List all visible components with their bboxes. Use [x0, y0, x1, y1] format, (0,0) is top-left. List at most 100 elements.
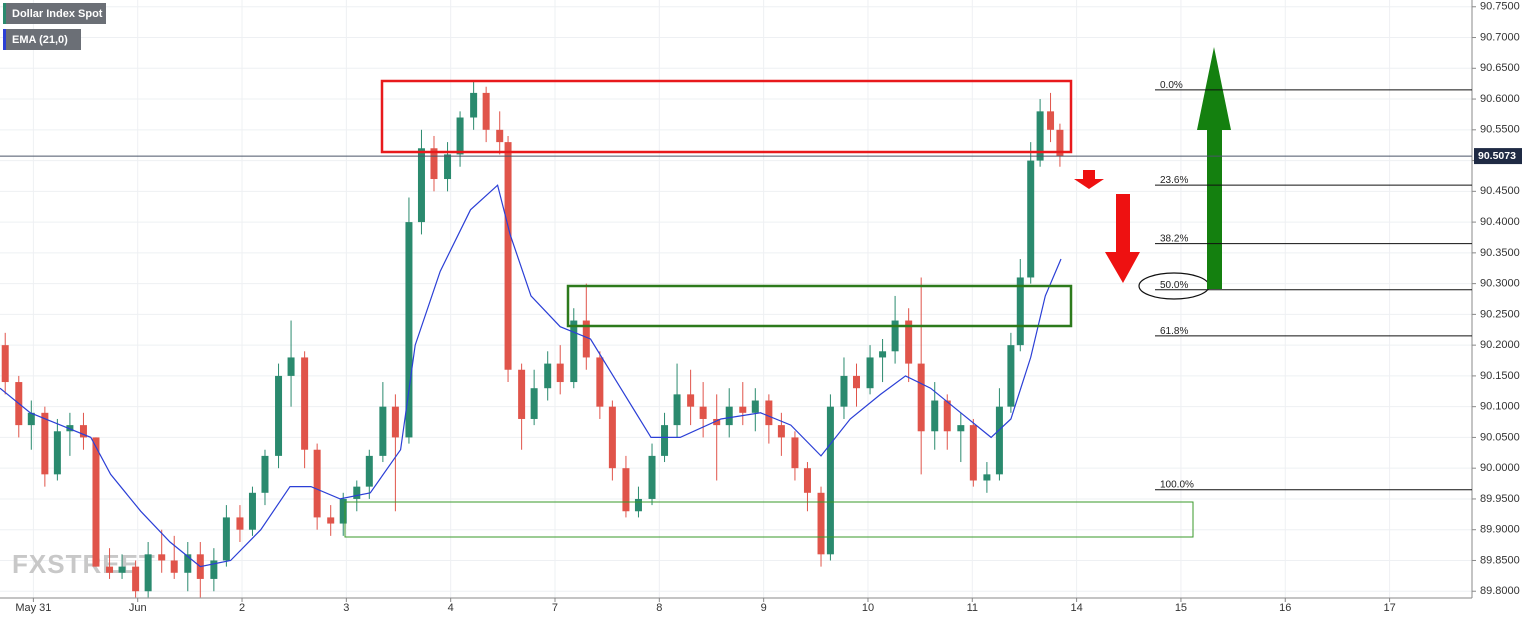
candle-body	[1016, 277, 1024, 346]
candle-body	[248, 492, 256, 530]
candle-body	[544, 363, 552, 389]
candle-body	[53, 431, 61, 475]
candle-body	[287, 357, 295, 376]
candle-body	[261, 455, 269, 493]
candle-body	[405, 222, 413, 438]
candle-body	[879, 351, 887, 358]
marks-group	[0, 80, 1064, 598]
x-tick-label: 17	[1383, 602, 1395, 614]
plot-background	[0, 0, 1472, 598]
candle-body	[79, 425, 87, 438]
candle-body	[158, 554, 166, 561]
y-tick-label: 89.9000	[1480, 524, 1520, 536]
candle-body	[504, 142, 512, 370]
candle-body	[301, 357, 309, 450]
candle-body	[144, 554, 152, 592]
y-tick-label: 90.6000	[1480, 93, 1520, 105]
y-tick-label: 89.8000	[1480, 585, 1520, 597]
y-tick-label: 90.7500	[1480, 1, 1520, 13]
candle-body	[739, 406, 747, 413]
candle-body	[905, 320, 913, 364]
arrow-up	[1197, 47, 1231, 289]
x-tick-label: 3	[343, 602, 349, 614]
y-tick-label: 89.8500	[1480, 554, 1520, 566]
candle-body	[596, 357, 604, 407]
x-tick-label: 8	[656, 602, 662, 614]
candle-body	[379, 406, 387, 456]
candle-body	[327, 517, 335, 524]
y-tick-label: 89.9500	[1480, 493, 1520, 505]
candle-body	[943, 400, 951, 432]
candle-body	[648, 455, 656, 499]
y-tick-label: 90.3500	[1480, 247, 1520, 259]
candle-body	[817, 492, 825, 555]
arrow-down-large	[1105, 194, 1140, 283]
candle-body	[852, 375, 860, 389]
fib-label: 100.0%	[1160, 480, 1194, 491]
fib-label: 50.0%	[1160, 280, 1188, 291]
candle-body	[66, 425, 74, 432]
candle-body	[275, 375, 283, 456]
candle-body	[1007, 345, 1015, 407]
legend-swatch	[3, 29, 6, 50]
candle-body	[840, 375, 848, 407]
candle-body	[713, 418, 721, 426]
candle-body	[957, 425, 965, 432]
candle-body	[608, 406, 616, 469]
legend-title: Dollar Index Spot	[12, 8, 103, 20]
x-tick-label: 15	[1175, 602, 1187, 614]
y-tick-label: 90.2500	[1480, 308, 1520, 320]
y-tick-label: 90.6500	[1480, 62, 1520, 74]
candle-body	[622, 468, 630, 512]
x-tick-label: 4	[448, 602, 454, 614]
fib-label: 38.2%	[1160, 234, 1188, 245]
y-tick-label: 90.3000	[1480, 278, 1520, 290]
candle-body	[556, 363, 564, 383]
candle-body	[482, 92, 490, 130]
candle-body	[725, 406, 733, 426]
x-tick-label: Jun	[129, 602, 147, 614]
candle-body	[365, 455, 373, 487]
candle-body	[1056, 129, 1064, 157]
candle-body	[661, 425, 669, 456]
legend-box	[3, 29, 81, 50]
candle-body	[582, 320, 590, 358]
x-tick-label: 16	[1279, 602, 1291, 614]
support-zone	[566, 284, 1073, 328]
candle-body	[222, 517, 230, 561]
x-tick-label: 14	[1070, 602, 1082, 614]
legend-box	[3, 3, 106, 24]
resistance-zone	[380, 79, 1073, 154]
x-tick-label: 2	[239, 602, 245, 614]
candle-body	[891, 320, 899, 352]
last-price-box	[1474, 148, 1522, 165]
legend-entry: EMA (21,0)	[12, 34, 68, 46]
candle-body	[983, 474, 991, 481]
candle-body	[444, 154, 452, 180]
candle-body	[353, 486, 361, 499]
candle-body	[765, 400, 773, 426]
arrow-down-small	[1074, 170, 1104, 189]
candle-body	[803, 468, 811, 493]
y-tick-label: 90.4500	[1480, 185, 1520, 197]
candle-body	[687, 394, 695, 407]
y-tick-label: 90.1500	[1480, 370, 1520, 382]
candle-body	[417, 148, 425, 223]
fib-label: 61.8%	[1160, 326, 1188, 337]
x-tick-label: 9	[761, 602, 767, 614]
candle-body	[1036, 111, 1044, 161]
candle-body	[969, 425, 977, 481]
watermark: FXSTREET	[12, 549, 156, 579]
candle-body	[92, 437, 100, 567]
fib-label: 0.0%	[1160, 80, 1183, 91]
candle-body	[751, 400, 759, 413]
candle-body	[530, 388, 538, 419]
candle-body	[106, 566, 114, 573]
x-tick-label: 11	[967, 602, 978, 614]
candle-body	[391, 406, 399, 438]
candle-body	[791, 437, 799, 469]
candle-body	[917, 363, 925, 432]
candle-body	[1027, 160, 1035, 278]
candle-body	[184, 554, 192, 573]
